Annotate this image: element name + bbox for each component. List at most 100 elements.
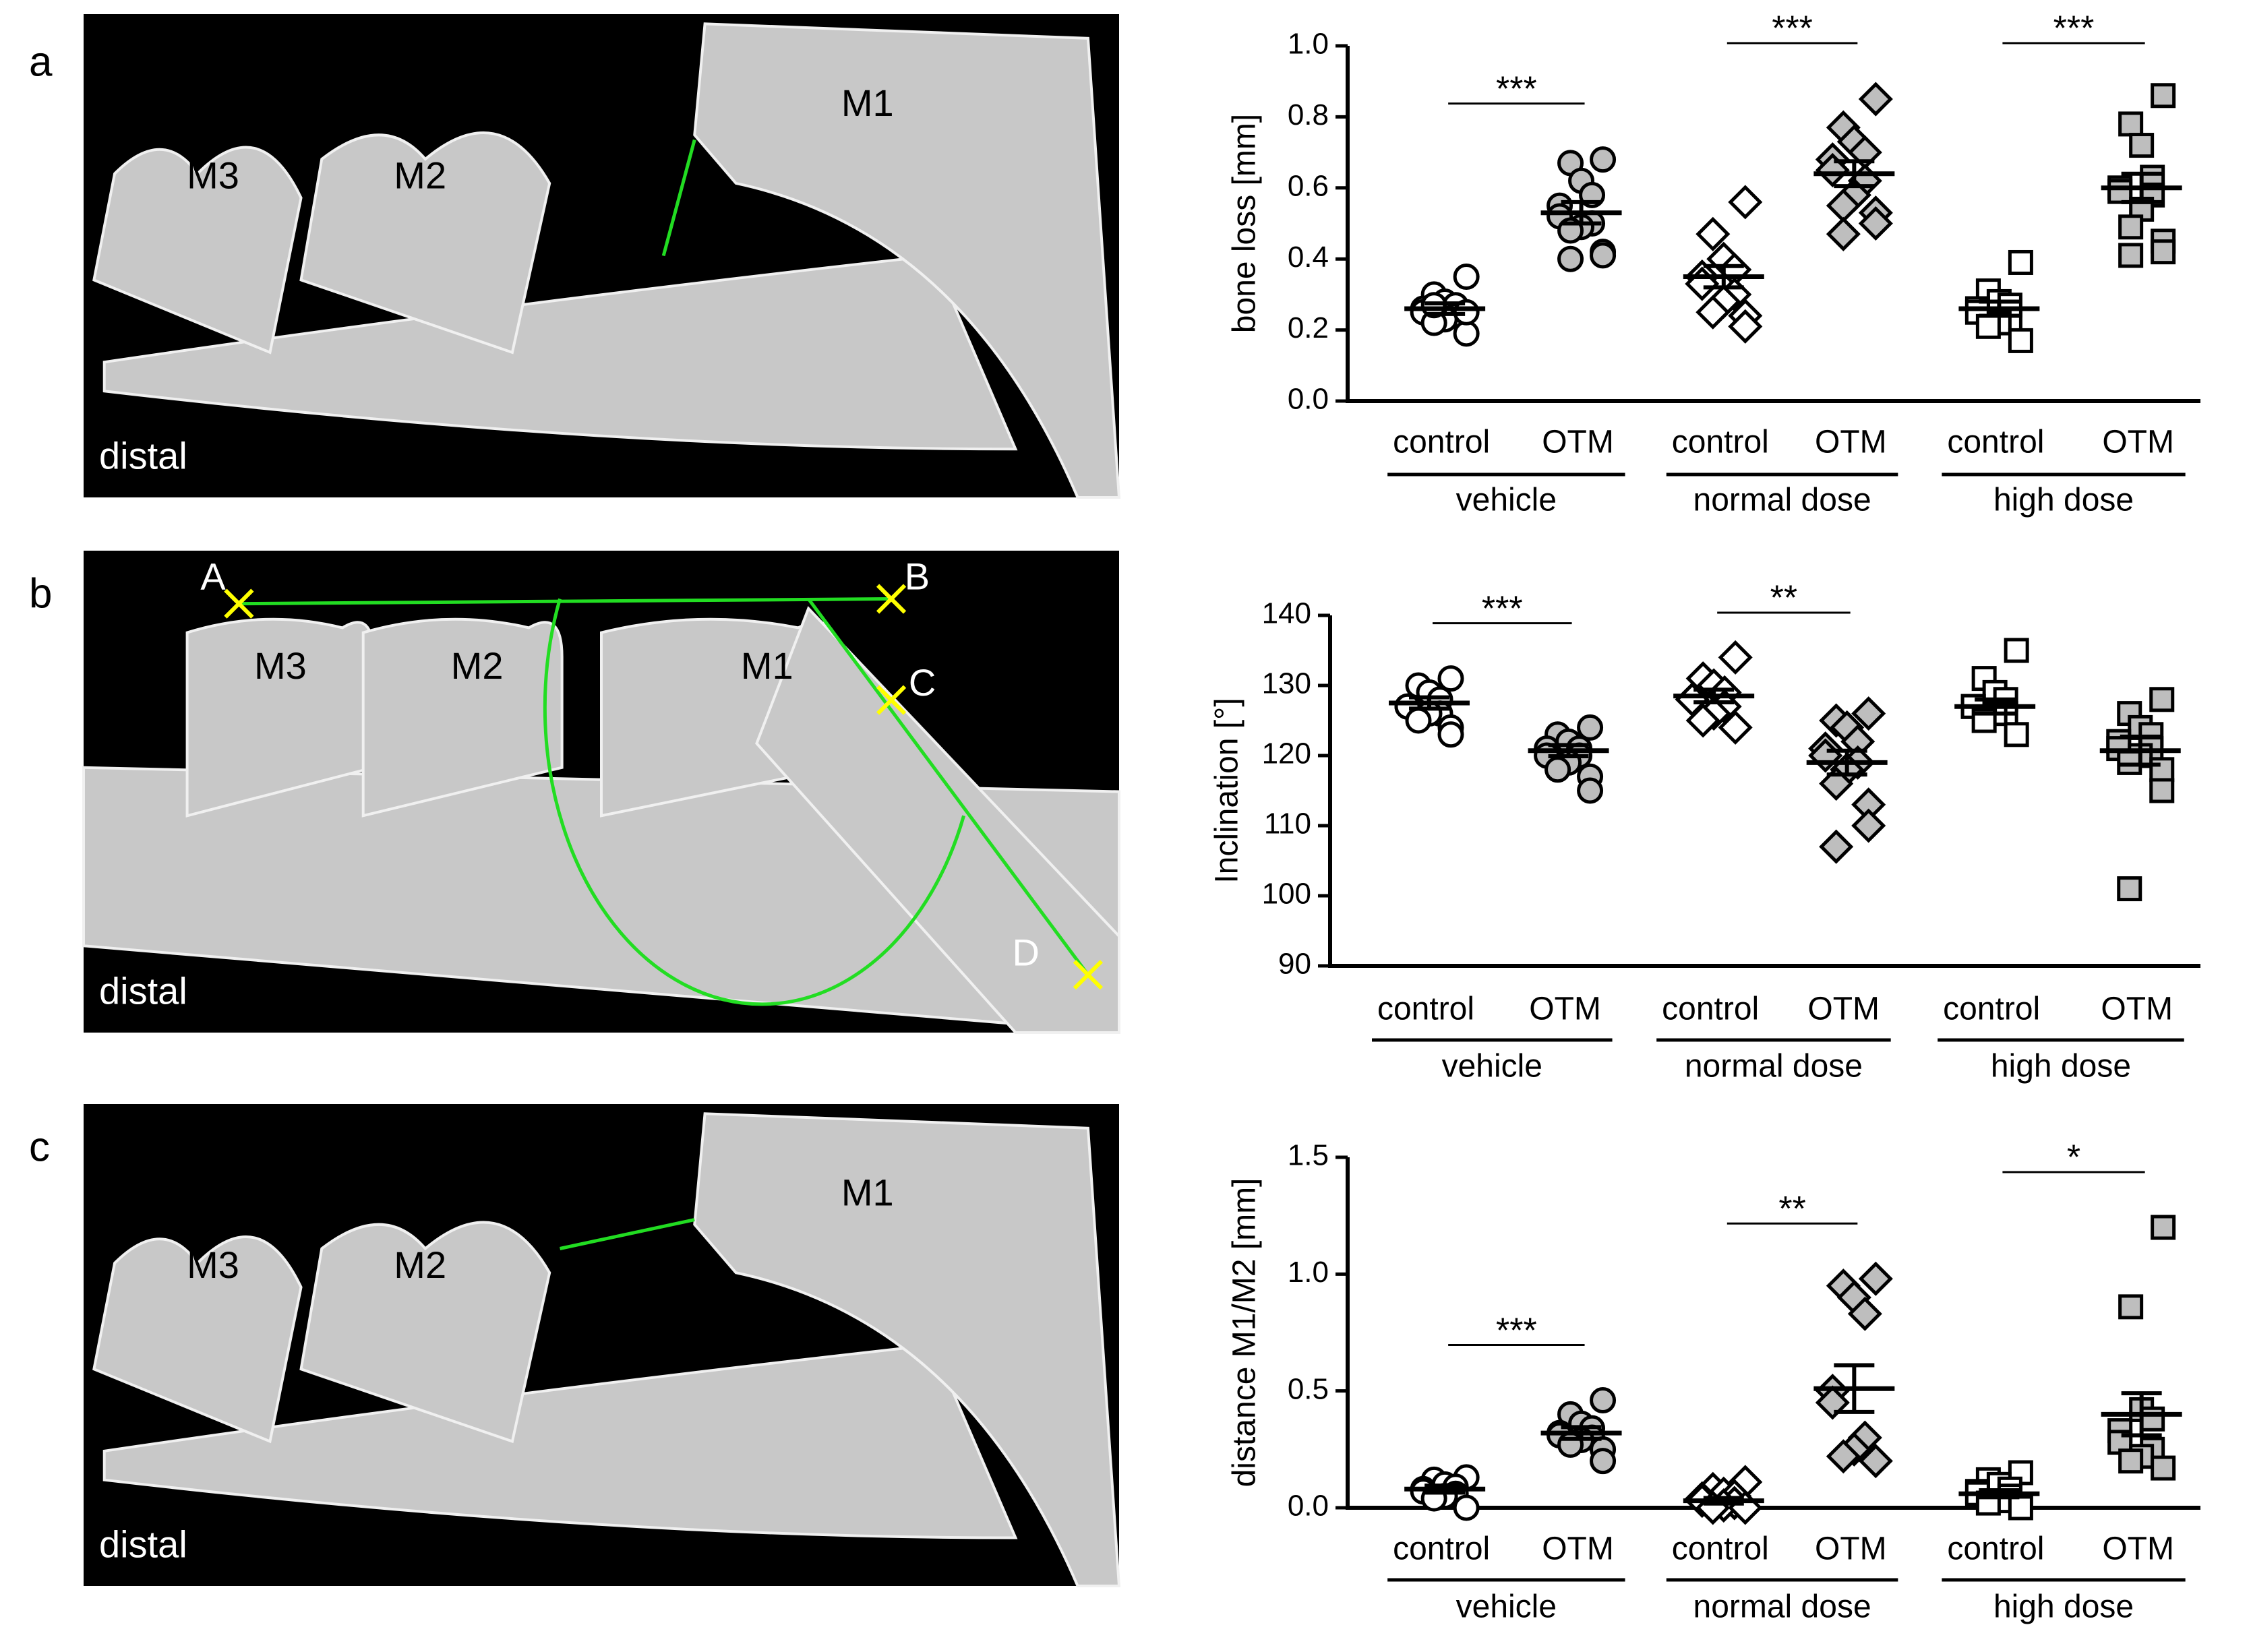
measure-arc xyxy=(543,598,966,1006)
image-label: B xyxy=(905,555,930,598)
y-tick-label: 0.6 xyxy=(1288,169,1329,202)
y-tick-label: 0.8 xyxy=(1288,98,1329,131)
image-label: M2 xyxy=(394,154,446,197)
group-label: high dose xyxy=(1993,483,2134,518)
x-tick-label: control xyxy=(1662,991,1759,1027)
data-point xyxy=(1718,710,1753,745)
data-point xyxy=(2118,1294,2144,1320)
image-caption: distal xyxy=(99,434,187,477)
x-tick-label: control xyxy=(1393,1531,1490,1567)
measure-line xyxy=(239,597,892,606)
x-tick-label: OTM xyxy=(1529,991,1601,1027)
data-point xyxy=(1695,216,1731,251)
data-point xyxy=(1826,216,1861,251)
y-tick-label: 140 xyxy=(1262,597,1311,630)
x-tick-label: OTM xyxy=(2101,991,2173,1027)
x-tick-label: OTM xyxy=(1815,1531,1887,1567)
data-point xyxy=(1975,313,2001,339)
significance-label: *** xyxy=(1772,9,1813,49)
image-caption: distal xyxy=(99,970,187,1012)
data-point xyxy=(1544,756,1571,783)
y-tick-label: 0.2 xyxy=(1288,311,1329,344)
y-tick-label: 90 xyxy=(1278,948,1311,981)
data-point xyxy=(1590,146,1617,173)
x-tick-label: OTM xyxy=(1815,425,1887,460)
panel-label: c xyxy=(29,1124,50,1170)
data-point xyxy=(2118,1448,2144,1474)
marker-cross xyxy=(876,584,907,614)
data-point xyxy=(2117,876,2142,902)
data-point xyxy=(1453,1494,1480,1521)
data-point xyxy=(1577,777,1604,804)
x-tick-label: control xyxy=(1672,1531,1769,1567)
data-point xyxy=(1858,206,1893,241)
image-label: M2 xyxy=(394,1244,446,1286)
group-label: vehicle xyxy=(1442,1049,1542,1084)
image-label: C xyxy=(909,661,936,704)
data-point xyxy=(1685,703,1720,738)
data-point xyxy=(1847,1296,1882,1331)
measure-line xyxy=(560,1218,695,1250)
tooth xyxy=(299,131,551,355)
data-point xyxy=(1695,295,1731,330)
data-point xyxy=(2149,687,2175,712)
data-point xyxy=(1858,1444,1893,1479)
x-tick-label: control xyxy=(1377,991,1474,1027)
data-point xyxy=(1728,185,1763,220)
x-tick-label: control xyxy=(1672,425,1769,460)
data-point xyxy=(1437,665,1464,692)
marker-cross xyxy=(224,588,254,619)
significance-label: *** xyxy=(1482,589,1523,628)
y-tick-label: 0.4 xyxy=(1288,241,1329,274)
data-point xyxy=(1557,1431,1584,1458)
group-label: vehicle xyxy=(1456,1589,1557,1625)
data-point xyxy=(2129,133,2155,158)
marker-cross xyxy=(876,685,907,715)
data-point xyxy=(1577,714,1604,741)
significance-label: * xyxy=(2067,1138,2080,1177)
y-tick-label: 130 xyxy=(1262,667,1311,700)
data-point xyxy=(1858,1261,1893,1296)
data-point xyxy=(2118,243,2144,268)
data-point xyxy=(2008,1495,2033,1521)
image-label: M2 xyxy=(451,644,504,687)
tooth xyxy=(92,146,303,355)
x-tick-label: OTM xyxy=(1807,991,1880,1027)
x-tick-label: control xyxy=(1947,425,2044,460)
bone xyxy=(102,254,1018,451)
tissue xyxy=(92,1112,1121,1587)
group-label: vehicle xyxy=(1456,483,1557,518)
panel-label: b xyxy=(29,570,52,617)
y-tick-label: 1.0 xyxy=(1288,28,1329,61)
tooth xyxy=(693,22,1121,499)
data-point xyxy=(2151,239,2176,265)
x-tick-label: OTM xyxy=(2102,1531,2174,1567)
data-point xyxy=(1453,320,1480,347)
significance-label: *** xyxy=(1496,69,1537,109)
tooth xyxy=(361,617,564,818)
significance-label: *** xyxy=(2053,9,2095,49)
data-point xyxy=(1437,721,1464,748)
significance-label: *** xyxy=(1496,1311,1537,1350)
y-tick-label: 0.0 xyxy=(1288,1490,1329,1523)
image-label: M3 xyxy=(187,1244,239,1286)
panel-label: a xyxy=(29,38,53,85)
bone xyxy=(102,1343,1018,1539)
y-tick-label: 120 xyxy=(1262,737,1311,770)
measure-line xyxy=(661,139,696,257)
y-tick-label: 1.0 xyxy=(1288,1256,1329,1289)
data-point xyxy=(2004,722,2029,747)
data-point xyxy=(1728,309,1763,344)
data-point xyxy=(1557,245,1584,272)
data-point xyxy=(1826,1439,1861,1474)
image-label: M1 xyxy=(841,82,894,124)
tooth xyxy=(92,1235,303,1444)
data-point xyxy=(2107,179,2133,204)
x-tick-label: OTM xyxy=(2102,425,2174,460)
y-axis-label: bone loss [mm] xyxy=(1227,114,1263,333)
y-tick-label: 110 xyxy=(1264,807,1311,840)
data-point xyxy=(1405,707,1432,734)
data-point xyxy=(2004,638,2029,663)
data-point xyxy=(2008,249,2033,275)
x-tick-label: control xyxy=(1943,991,2040,1027)
